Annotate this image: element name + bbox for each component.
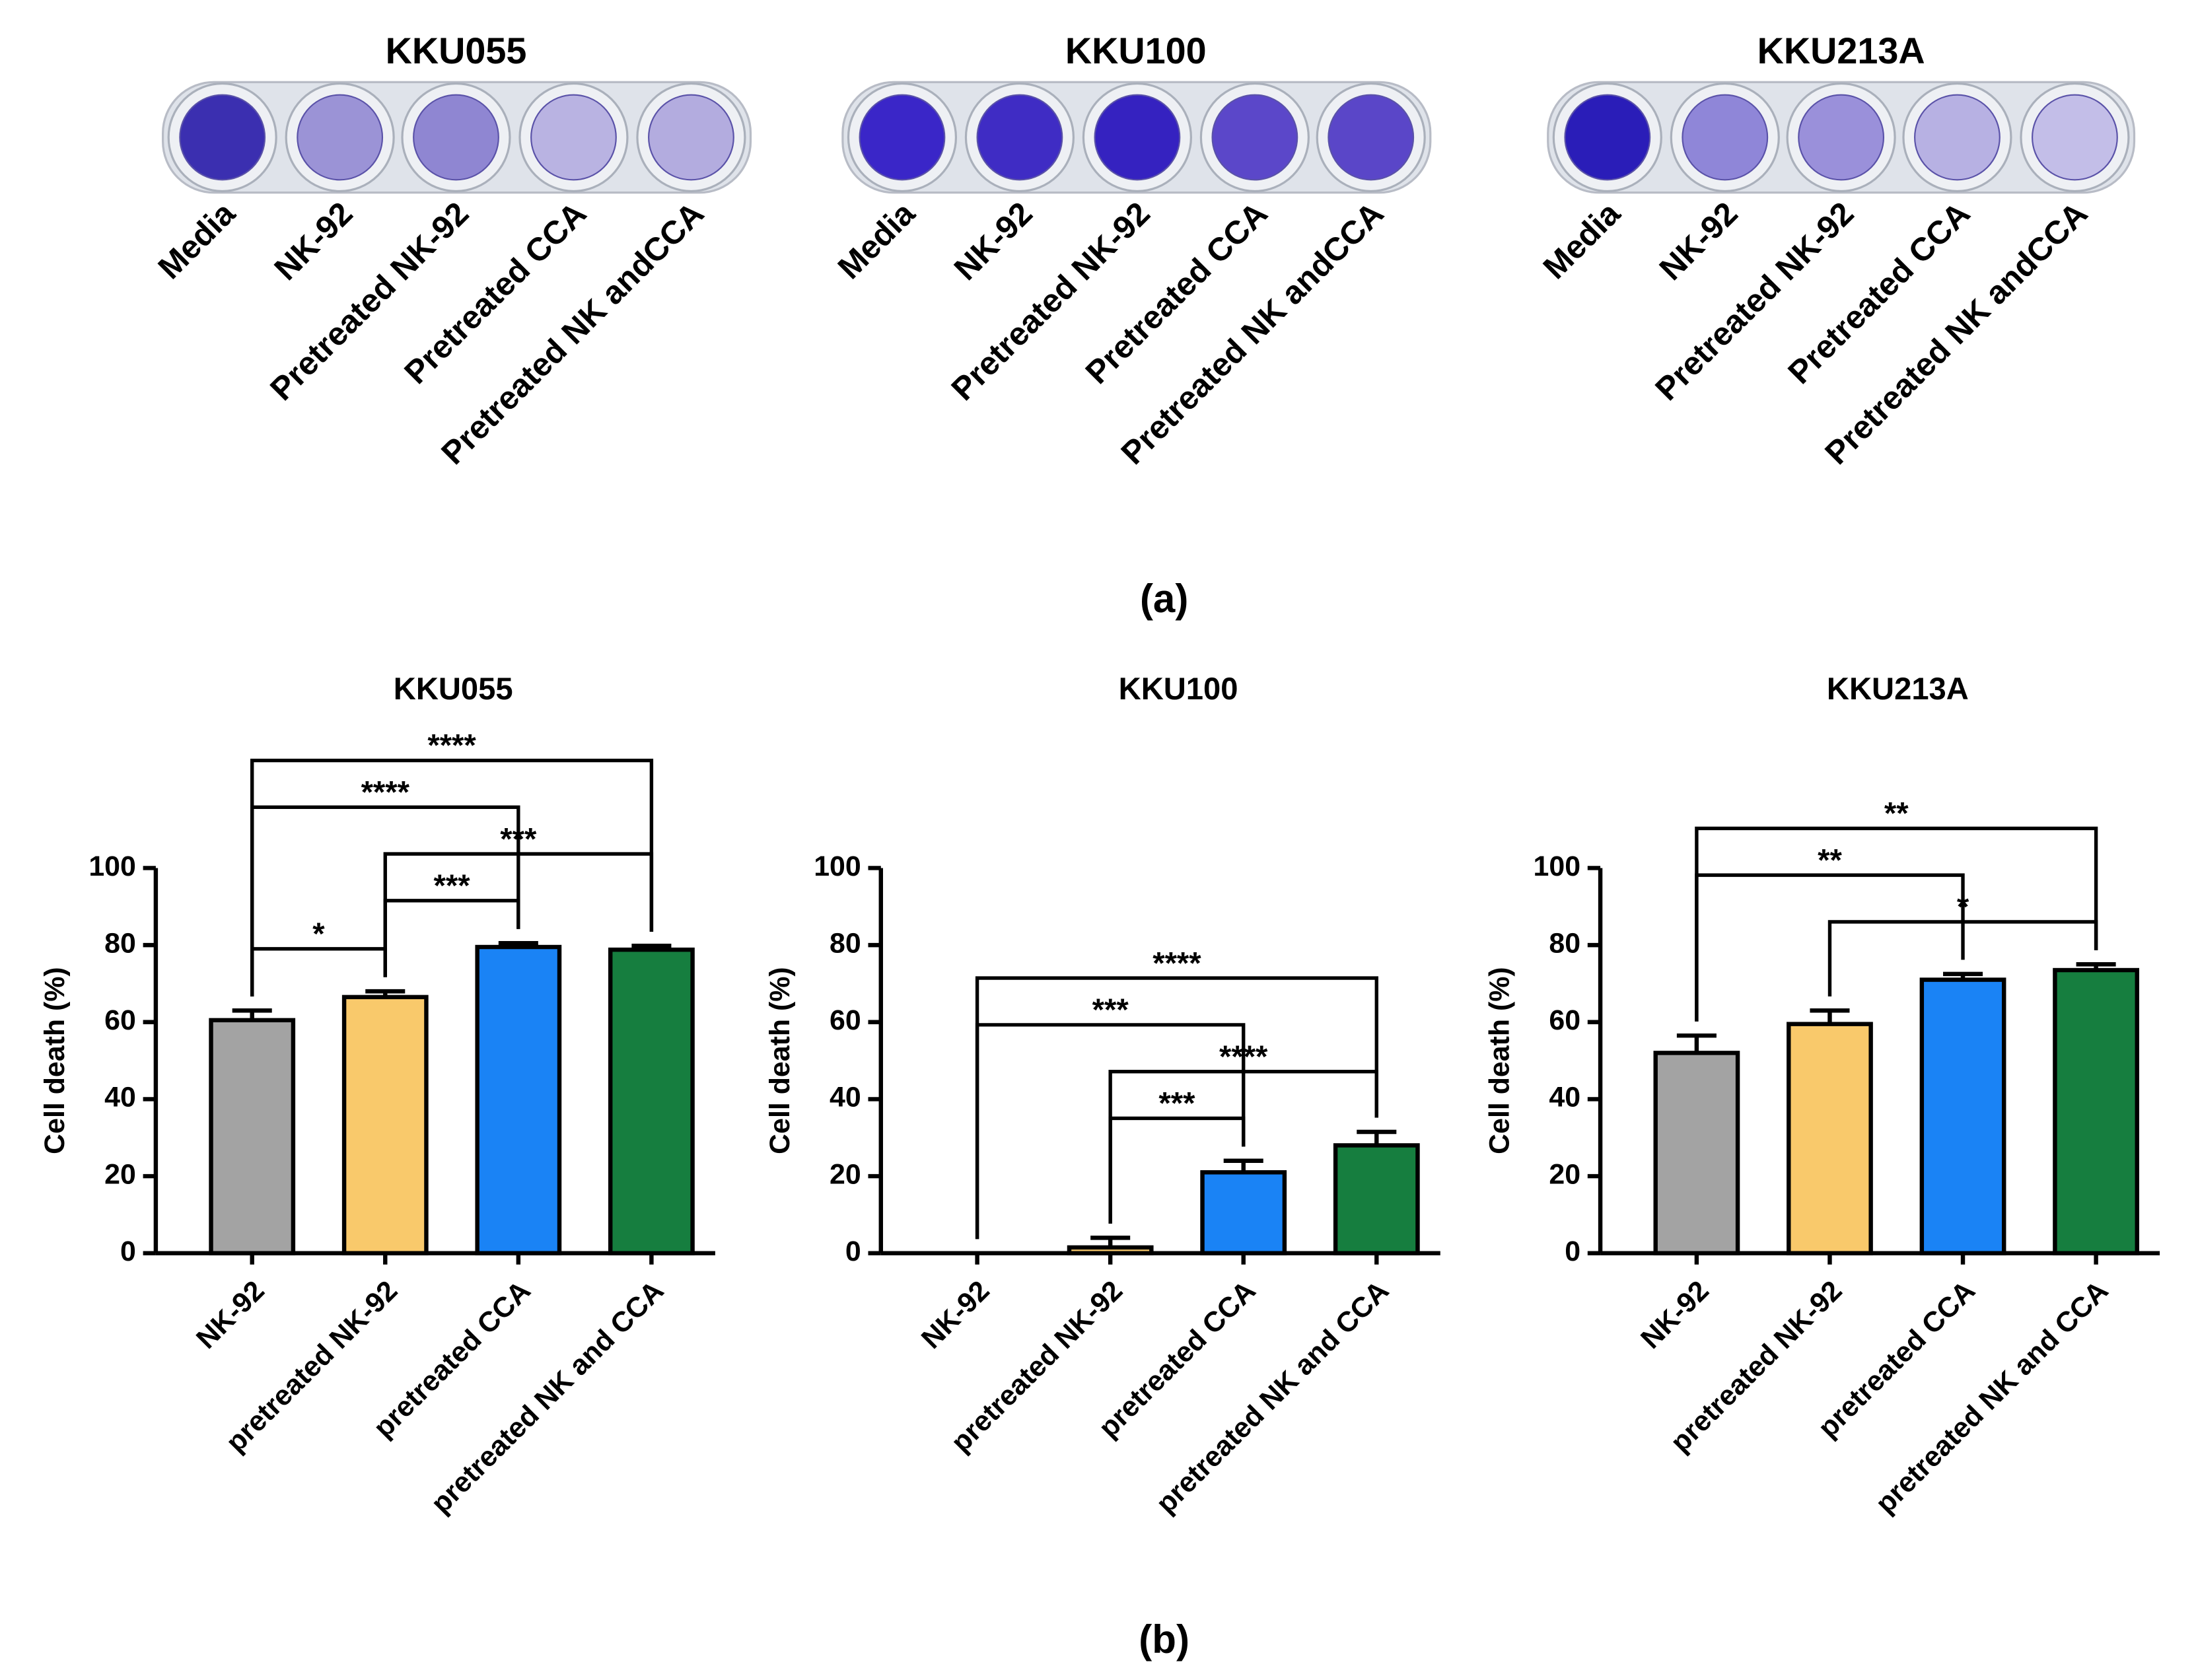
bar bbox=[608, 947, 695, 1255]
well-label: Media bbox=[151, 195, 242, 286]
bar bbox=[209, 1018, 296, 1255]
chart-title: KKU100 bbox=[1119, 671, 1238, 706]
bar bbox=[475, 944, 562, 1255]
significance-bracket bbox=[975, 976, 1378, 1240]
y-tick-label: 60 bbox=[104, 1004, 136, 1036]
y-tick-label: 0 bbox=[120, 1236, 136, 1267]
photo-title: KKU100 bbox=[1065, 30, 1207, 71]
chart-title: KKU213A bbox=[1827, 671, 1969, 706]
bar bbox=[1067, 1245, 1154, 1255]
bar bbox=[2053, 967, 2139, 1255]
x-tick-label: NK-92 bbox=[1635, 1275, 1715, 1355]
y-tick-label: 100 bbox=[89, 851, 136, 882]
significance-label: ** bbox=[1884, 796, 1909, 831]
well bbox=[648, 94, 734, 181]
y-tick-label: 80 bbox=[104, 927, 136, 959]
panel-caption: (b) bbox=[1139, 1617, 1189, 1662]
x-tick-label: NK-92 bbox=[915, 1275, 996, 1355]
well-label: Pretreated NK-92 bbox=[944, 195, 1157, 407]
x-tick-label: pretreated NK and CCA bbox=[425, 1275, 670, 1520]
well bbox=[1798, 94, 1885, 181]
y-axis-label: Cell death (%) bbox=[1483, 967, 1515, 1154]
y-tick-label: 40 bbox=[104, 1082, 136, 1113]
well bbox=[413, 94, 499, 181]
y-tick-label: 40 bbox=[830, 1082, 861, 1113]
significance-bracket bbox=[1695, 826, 2098, 1022]
well bbox=[530, 94, 617, 181]
significance-bracket bbox=[250, 947, 387, 997]
well bbox=[1564, 94, 1651, 181]
bar bbox=[1333, 1143, 1420, 1255]
y-tick-label: 80 bbox=[1549, 927, 1580, 959]
chart-title: KKU055 bbox=[394, 671, 513, 706]
significance-label: ** bbox=[1818, 842, 1842, 877]
y-axis-label: Cell death (%) bbox=[39, 967, 71, 1154]
y-tick-label: 0 bbox=[845, 1236, 861, 1267]
well bbox=[1094, 94, 1181, 181]
panel-caption: (a) bbox=[1140, 577, 1188, 621]
significance-label: **** bbox=[361, 774, 410, 809]
well-label: NK-92 bbox=[267, 195, 360, 287]
well-label: Pretreated NK-92 bbox=[1648, 195, 1861, 407]
well bbox=[2032, 94, 2118, 181]
well bbox=[1211, 94, 1298, 181]
well bbox=[1914, 94, 2001, 181]
y-tick-label: 0 bbox=[1565, 1236, 1580, 1267]
x-tick-label: pretreated NK and CCA bbox=[1870, 1275, 2115, 1520]
significance-label: * bbox=[312, 916, 325, 951]
bar bbox=[341, 995, 429, 1255]
y-tick-label: 100 bbox=[1534, 851, 1581, 882]
significance-label: *** bbox=[1092, 992, 1129, 1027]
significance-bracket bbox=[250, 758, 654, 997]
significance-label: **** bbox=[1152, 945, 1201, 980]
bar bbox=[1919, 977, 2006, 1255]
well bbox=[1328, 94, 1415, 181]
y-tick-label: 80 bbox=[830, 927, 861, 959]
well bbox=[1682, 94, 1769, 181]
y-tick-label: 20 bbox=[104, 1158, 136, 1190]
bar bbox=[1653, 1051, 1740, 1255]
well-label: Media bbox=[831, 195, 922, 286]
y-tick-label: 40 bbox=[1549, 1082, 1580, 1113]
photo-title: KKU055 bbox=[386, 30, 527, 71]
x-tick-label: pretreated NK and CCA bbox=[1150, 1275, 1395, 1520]
well-label: NK-92 bbox=[1652, 195, 1745, 287]
well bbox=[297, 94, 384, 181]
photo-title: KKU213A bbox=[1757, 30, 1925, 71]
y-tick-label: 100 bbox=[814, 851, 861, 882]
well-label: NK-92 bbox=[947, 195, 1040, 287]
y-tick-label: 20 bbox=[830, 1158, 861, 1190]
well bbox=[976, 94, 1063, 181]
significance-label: **** bbox=[427, 728, 476, 763]
y-tick-label: 60 bbox=[1549, 1004, 1580, 1036]
bar bbox=[1200, 1170, 1287, 1255]
x-tick-label: NK-92 bbox=[190, 1275, 271, 1355]
well bbox=[859, 94, 946, 181]
well-label: Pretreated NK-92 bbox=[264, 195, 476, 407]
y-tick-label: 60 bbox=[830, 1004, 861, 1036]
significance-label: *** bbox=[1158, 1086, 1195, 1121]
bar bbox=[1787, 1022, 1873, 1255]
well-label: Media bbox=[1536, 195, 1627, 286]
well bbox=[179, 94, 266, 181]
y-tick-label: 20 bbox=[1549, 1158, 1580, 1190]
significance-label: *** bbox=[434, 868, 471, 903]
y-axis-label: Cell death (%) bbox=[764, 967, 796, 1154]
